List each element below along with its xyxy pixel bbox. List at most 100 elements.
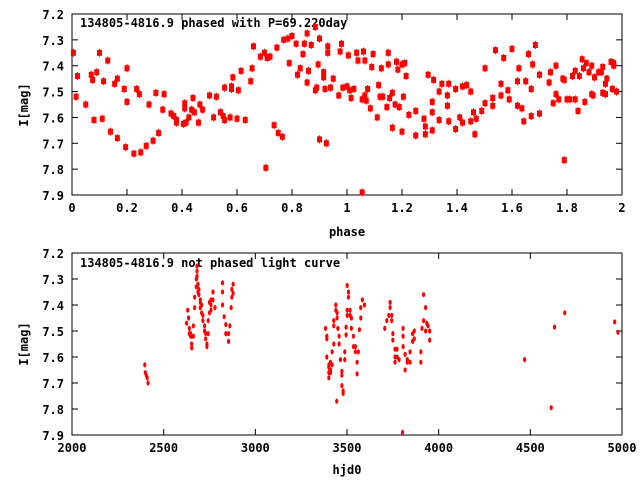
data-point bbox=[249, 65, 255, 72]
data-point bbox=[224, 331, 228, 337]
data-point bbox=[300, 51, 306, 58]
data-point bbox=[193, 294, 197, 300]
data-point bbox=[376, 82, 382, 89]
data-point bbox=[385, 61, 391, 68]
data-point bbox=[468, 118, 474, 125]
data-point bbox=[549, 405, 553, 411]
data-point bbox=[204, 331, 208, 337]
data-point bbox=[446, 118, 452, 125]
data-point bbox=[548, 69, 553, 76]
data-point bbox=[526, 51, 531, 58]
data-point bbox=[374, 114, 380, 121]
data-point bbox=[242, 117, 248, 124]
data-point bbox=[230, 286, 234, 292]
data-point bbox=[453, 126, 459, 133]
x-tick-label: 0 bbox=[68, 201, 75, 215]
data-point bbox=[613, 319, 617, 325]
data-point bbox=[473, 115, 479, 122]
data-point bbox=[337, 48, 343, 55]
data-point bbox=[439, 80, 445, 87]
data-point bbox=[419, 359, 423, 365]
data-point bbox=[362, 302, 367, 308]
data-point bbox=[506, 96, 512, 103]
data-point bbox=[160, 106, 166, 113]
x-tick-label: 1.2 bbox=[391, 201, 413, 215]
data-point bbox=[248, 78, 254, 85]
data-point bbox=[553, 62, 559, 69]
data-point bbox=[190, 341, 194, 347]
data-point bbox=[108, 128, 113, 135]
data-point bbox=[317, 35, 322, 42]
data-point bbox=[121, 85, 127, 92]
data-point bbox=[490, 102, 496, 109]
data-point bbox=[446, 80, 452, 87]
data-point bbox=[390, 318, 394, 324]
data-point bbox=[603, 91, 608, 98]
data-point bbox=[582, 98, 588, 105]
data-point bbox=[224, 321, 228, 328]
data-point bbox=[343, 349, 347, 355]
data-point bbox=[419, 349, 423, 355]
data-point bbox=[403, 351, 407, 357]
data-point bbox=[328, 84, 333, 91]
data-point bbox=[515, 102, 520, 109]
data-point bbox=[360, 297, 364, 303]
data-point bbox=[344, 332, 348, 338]
data-point bbox=[370, 51, 376, 58]
data-point bbox=[195, 268, 199, 274]
data-point bbox=[340, 84, 346, 91]
data-point bbox=[222, 117, 228, 124]
data-point bbox=[457, 114, 463, 121]
x-tick-label: 0.6 bbox=[226, 201, 248, 215]
unphased-y-axis-label: I[mag] bbox=[17, 322, 31, 365]
data-point bbox=[195, 273, 199, 279]
data-point bbox=[332, 341, 336, 347]
data-point bbox=[392, 101, 398, 108]
data-point bbox=[281, 36, 287, 43]
data-point bbox=[124, 65, 130, 72]
y-tick-label: 7.4 bbox=[42, 299, 64, 313]
data-point bbox=[401, 344, 405, 350]
data-point bbox=[608, 58, 614, 65]
x-tick-label: 4500 bbox=[516, 441, 545, 455]
data-point bbox=[505, 87, 511, 94]
data-point bbox=[537, 110, 542, 117]
data-point bbox=[556, 96, 562, 103]
data-point bbox=[321, 69, 327, 76]
data-point bbox=[567, 96, 573, 103]
data-point bbox=[429, 109, 435, 116]
data-point bbox=[301, 40, 307, 47]
data-point bbox=[395, 346, 399, 352]
data-point bbox=[238, 67, 244, 74]
data-point bbox=[395, 66, 401, 73]
data-point bbox=[314, 84, 320, 91]
data-point bbox=[579, 56, 585, 63]
data-point bbox=[532, 42, 538, 49]
data-point bbox=[424, 305, 428, 311]
data-point bbox=[472, 131, 478, 138]
data-point bbox=[592, 74, 597, 81]
data-point bbox=[222, 314, 226, 320]
data-point bbox=[396, 104, 402, 111]
data-point bbox=[498, 80, 504, 87]
data-point bbox=[112, 80, 118, 87]
x-tick-label: 0.2 bbox=[116, 201, 138, 215]
data-point bbox=[150, 137, 156, 144]
data-point bbox=[230, 74, 236, 81]
data-point bbox=[88, 71, 94, 78]
data-point bbox=[267, 53, 273, 60]
data-point bbox=[226, 338, 231, 344]
data-point bbox=[385, 49, 391, 56]
data-point bbox=[197, 286, 201, 292]
data-point bbox=[460, 83, 465, 90]
data-point bbox=[304, 30, 310, 37]
data-point bbox=[614, 88, 619, 95]
data-point bbox=[413, 132, 419, 139]
data-point bbox=[362, 92, 368, 99]
data-point bbox=[401, 325, 405, 331]
phased-y-axis-label: I[mag] bbox=[17, 83, 31, 126]
data-point bbox=[168, 110, 174, 117]
data-point bbox=[421, 115, 427, 122]
data-point bbox=[114, 75, 120, 82]
